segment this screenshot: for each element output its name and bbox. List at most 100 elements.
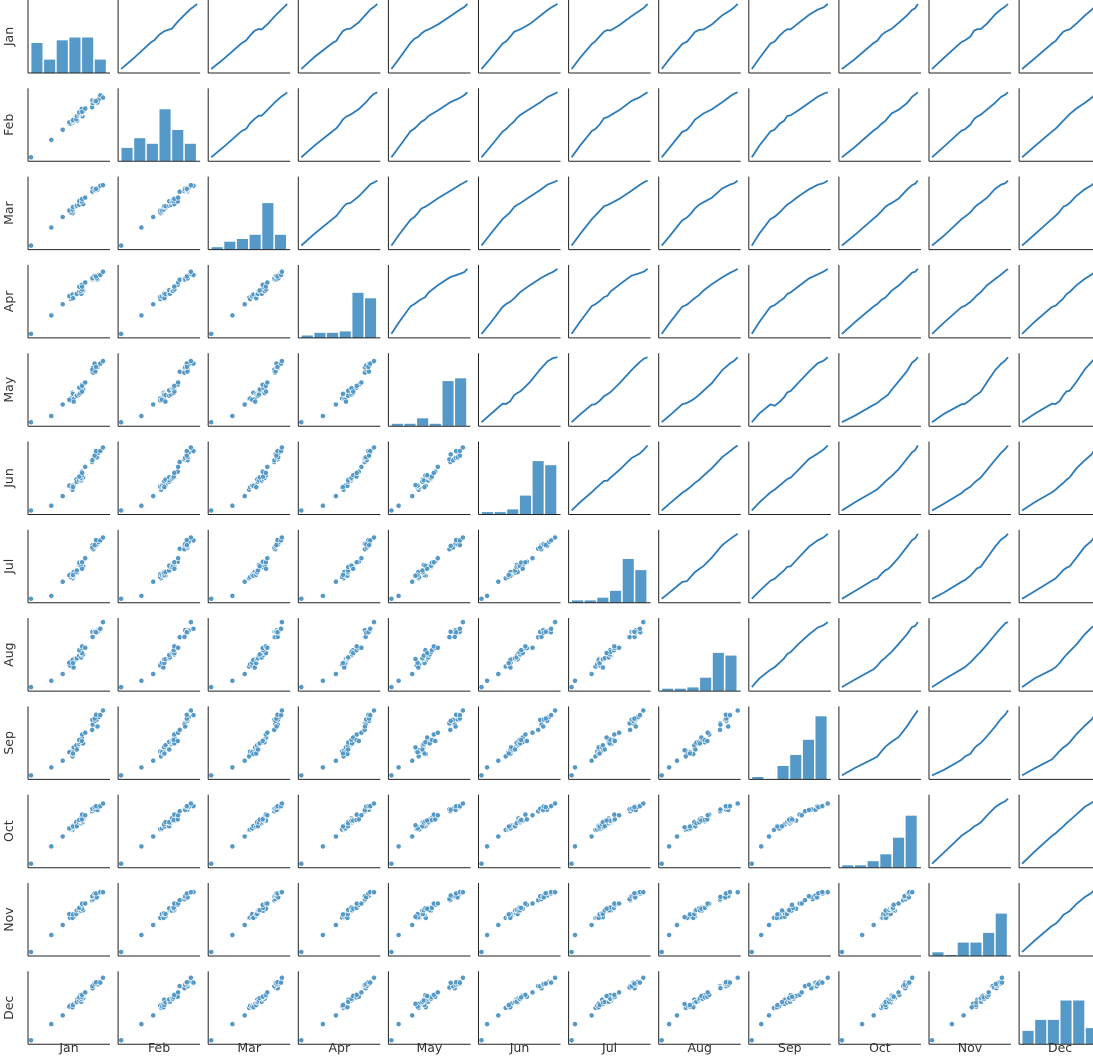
scatter-point <box>298 507 305 514</box>
scatter-point <box>542 980 549 987</box>
cell-may-jul <box>568 353 651 427</box>
scatter-point <box>802 897 808 904</box>
scatter-point <box>79 559 85 566</box>
scatter-point <box>118 330 124 337</box>
scatter-point <box>79 469 85 476</box>
scatter-point <box>229 932 236 938</box>
scatter-point <box>319 413 326 419</box>
cell-feb-mar <box>207 88 291 162</box>
scatter-point <box>658 1037 665 1044</box>
trend-line <box>300 91 378 158</box>
scatter-point <box>82 729 89 736</box>
scatter-point <box>208 419 215 426</box>
scatter-point <box>82 644 89 651</box>
cell-apr-aug <box>658 264 741 339</box>
scatter-point <box>59 301 66 308</box>
cell-feb-may <box>387 88 471 162</box>
scatter-point <box>264 463 271 470</box>
cell-feb-sep <box>748 88 831 162</box>
scatter-point <box>616 729 622 736</box>
scatter-point <box>176 459 183 465</box>
scatter-point <box>717 721 724 728</box>
scatter-point <box>175 194 181 201</box>
scatter-point <box>187 707 194 714</box>
scatter-point <box>82 463 89 470</box>
trend-line <box>931 444 1009 512</box>
scatter-point <box>758 843 765 850</box>
scatter-point <box>412 1000 419 1007</box>
scatter-point <box>253 484 260 490</box>
scatter-point <box>524 738 530 744</box>
scatter-point <box>616 812 622 819</box>
scatter-point <box>150 671 157 677</box>
scatter-point <box>48 677 55 684</box>
scatter-point <box>631 715 638 722</box>
scatter-point <box>340 750 346 757</box>
scatter-point <box>100 94 106 101</box>
cell-oct-apr <box>297 794 381 869</box>
scatter-point <box>252 398 259 405</box>
hist-bar <box>621 558 635 604</box>
cell-jun-jul <box>568 441 651 515</box>
hist-bar <box>712 652 725 692</box>
scatter-point <box>118 507 124 514</box>
trend-line <box>300 179 378 247</box>
y-label-jul: Jul <box>1 559 16 575</box>
scatter-point <box>432 738 439 744</box>
scatter-point <box>637 712 643 718</box>
scatter-point <box>478 684 485 690</box>
scatter-point <box>82 555 89 562</box>
trend-line <box>751 268 829 335</box>
scatter-point <box>727 803 733 809</box>
x-label-feb: Feb <box>148 1040 170 1055</box>
scatter-point <box>806 893 812 900</box>
scatter-point <box>28 507 34 514</box>
scatter-point <box>518 905 525 911</box>
trend-line <box>931 3 1009 70</box>
cell-may-mar <box>207 353 291 427</box>
scatter-point <box>171 283 178 290</box>
scatter-point <box>704 900 711 907</box>
cell-jan-mar <box>207 0 291 74</box>
hist-bar <box>969 941 983 957</box>
scatter-point <box>522 900 529 907</box>
scatter-point <box>748 860 755 867</box>
cell-dec-oct <box>838 971 921 1045</box>
scatter-point <box>588 1012 595 1019</box>
scatter-point <box>138 843 145 850</box>
scatter-point <box>82 812 89 819</box>
cell-jul-jan <box>27 529 110 604</box>
y-label-jan: Jan <box>1 27 16 47</box>
scatter-point <box>603 817 610 824</box>
scatter-point <box>459 534 466 541</box>
scatter-point <box>28 949 34 955</box>
cell-apr-nov <box>928 264 1011 339</box>
trend-line <box>480 356 558 423</box>
scatter-point <box>183 448 190 454</box>
scatter-point <box>259 738 266 744</box>
scatter-point <box>340 1002 346 1008</box>
trend-line <box>841 91 919 159</box>
cell-oct-oct <box>838 794 921 869</box>
cell-nov-feb <box>117 883 201 957</box>
cell-jan-dec <box>1018 0 1093 74</box>
scatter-point <box>187 974 194 981</box>
scatter-point <box>175 989 181 996</box>
scatter-point <box>187 444 194 451</box>
scatter-point <box>456 979 463 986</box>
scatter-point <box>59 493 66 499</box>
scatter-point <box>229 413 236 419</box>
scatter-point <box>727 712 733 718</box>
scatter-point <box>48 136 55 143</box>
scatter-point <box>540 723 547 730</box>
scatter-point <box>48 312 55 319</box>
hist-bar <box>43 58 57 74</box>
scatter-point <box>241 301 248 308</box>
scatter-point <box>274 363 281 370</box>
scatter-point <box>424 734 431 741</box>
scatter-point <box>350 565 357 572</box>
scatter-point <box>727 889 733 895</box>
scatter-point <box>631 890 638 897</box>
cell-oct-mar <box>207 794 291 869</box>
cell-feb-jun <box>478 88 561 162</box>
